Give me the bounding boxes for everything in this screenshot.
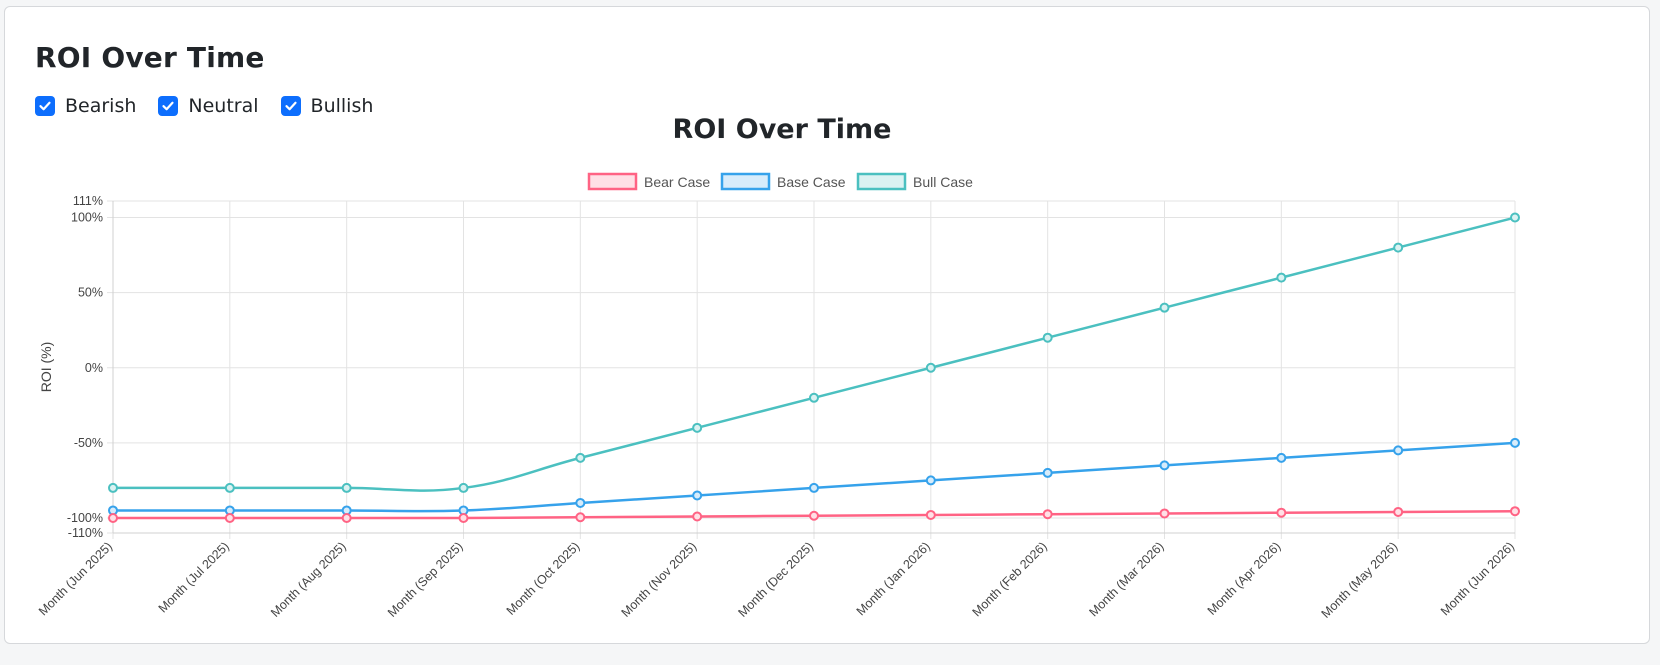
data-point-base-case bbox=[692, 490, 703, 501]
x-tick-label: Month (Apr 2026) bbox=[1205, 539, 1284, 618]
x-tick-label: Month (Oct 2025) bbox=[504, 539, 583, 618]
y-tick-label: -50% bbox=[74, 436, 103, 450]
data-point-base-case bbox=[575, 497, 586, 508]
data-point-bear-case bbox=[341, 512, 352, 523]
scenario-filters: Bearish Neutral Bullish bbox=[35, 95, 373, 117]
chart-title: ROI Over Time bbox=[673, 114, 892, 145]
data-point-bear-case bbox=[1276, 507, 1287, 518]
y-tick-label: 100% bbox=[71, 211, 103, 225]
data-point-bull-case bbox=[809, 392, 819, 403]
data-point-bull-case bbox=[1276, 272, 1287, 283]
data-point-base-case bbox=[1159, 460, 1170, 471]
y-tick-label: 50% bbox=[78, 286, 103, 300]
y-tick-label: -110% bbox=[68, 526, 103, 540]
data-point-bear-case bbox=[224, 512, 235, 523]
roi-line-chart: ROI Over Time Bear Case Base Case Bull Case… bbox=[36, 114, 1520, 621]
filter-label: Neutral bbox=[188, 95, 259, 117]
data-point-base-case bbox=[809, 482, 819, 493]
x-tick-label: Month (Feb 2026) bbox=[970, 539, 1050, 619]
y-tick-label: 111% bbox=[73, 194, 103, 208]
checkbox-checked-icon[interactable] bbox=[158, 96, 179, 116]
legend-label: Bear Case bbox=[644, 174, 710, 190]
data-point-bear-case bbox=[1159, 508, 1170, 519]
data-point-bull-case bbox=[1393, 242, 1404, 253]
data-point-bear-case bbox=[925, 509, 936, 520]
y-tick-label: 0% bbox=[85, 361, 103, 375]
data-point-bull-case bbox=[1510, 212, 1520, 223]
x-tick-label: Month (Jun 2026) bbox=[1438, 539, 1517, 618]
data-point-bear-case bbox=[458, 512, 469, 523]
x-tick-label: Month (Jun 2025) bbox=[36, 539, 115, 618]
data-point-bear-case bbox=[809, 510, 819, 521]
filter-label: Bearish bbox=[65, 95, 137, 117]
y-axis-label: ROI (%) bbox=[38, 342, 54, 393]
x-tick-label: Month (Mar 2026) bbox=[1086, 539, 1166, 619]
legend-swatch bbox=[856, 172, 907, 191]
data-point-base-case bbox=[925, 475, 936, 486]
data-point-bear-case bbox=[108, 512, 118, 523]
data-point-bear-case bbox=[1042, 509, 1053, 520]
data-point-bull-case bbox=[692, 422, 703, 433]
filter-label: Bullish bbox=[310, 95, 374, 117]
x-tick-label: Month (Nov 2025) bbox=[619, 539, 700, 620]
legend-swatch bbox=[587, 172, 638, 191]
x-tick-label: Month (Jan 2026) bbox=[854, 539, 933, 618]
data-point-base-case bbox=[1510, 437, 1520, 448]
filter-bearish[interactable]: Bearish bbox=[35, 95, 136, 117]
data-point-bear-case bbox=[692, 511, 703, 522]
legend-label: Base Case bbox=[777, 174, 846, 190]
data-point-bull-case bbox=[341, 482, 352, 493]
filter-neutral[interactable]: Neutral bbox=[158, 95, 259, 117]
roi-card: ROI Over Time Bearish Neutral Bullish RO… bbox=[4, 6, 1650, 644]
x-tick-label: Month (Aug 2025) bbox=[268, 539, 349, 620]
data-point-bear-case bbox=[575, 512, 586, 523]
data-point-bull-case bbox=[108, 482, 118, 493]
data-point-bull-case bbox=[1042, 332, 1053, 343]
data-point-bull-case bbox=[224, 482, 235, 493]
card-title: ROI Over Time bbox=[35, 41, 265, 74]
data-point-base-case bbox=[1042, 467, 1053, 478]
data-point-bull-case bbox=[575, 452, 586, 463]
data-point-bear-case bbox=[1510, 506, 1520, 517]
y-tick-label: -100% bbox=[67, 511, 103, 525]
data-point-bull-case bbox=[1159, 302, 1170, 313]
data-point-bull-case bbox=[925, 362, 936, 373]
data-point-bull-case bbox=[458, 482, 469, 493]
filter-bullish[interactable]: Bullish bbox=[280, 95, 374, 117]
data-point-bear-case bbox=[1393, 506, 1404, 517]
data-point-base-case bbox=[1276, 452, 1287, 463]
x-tick-label: Month (May 2026) bbox=[1319, 539, 1401, 621]
data-point-base-case bbox=[1393, 445, 1404, 456]
legend-swatch bbox=[720, 172, 771, 191]
x-tick-label: Month (Sep 2025) bbox=[385, 539, 466, 620]
x-tick-label: Month (Dec 2025) bbox=[735, 539, 816, 620]
checkbox-checked-icon[interactable] bbox=[280, 96, 301, 116]
checkbox-checked-icon[interactable] bbox=[35, 96, 55, 116]
legend-label: Bull Case bbox=[913, 174, 973, 190]
x-tick-label: Month (Jul 2025) bbox=[156, 539, 232, 615]
